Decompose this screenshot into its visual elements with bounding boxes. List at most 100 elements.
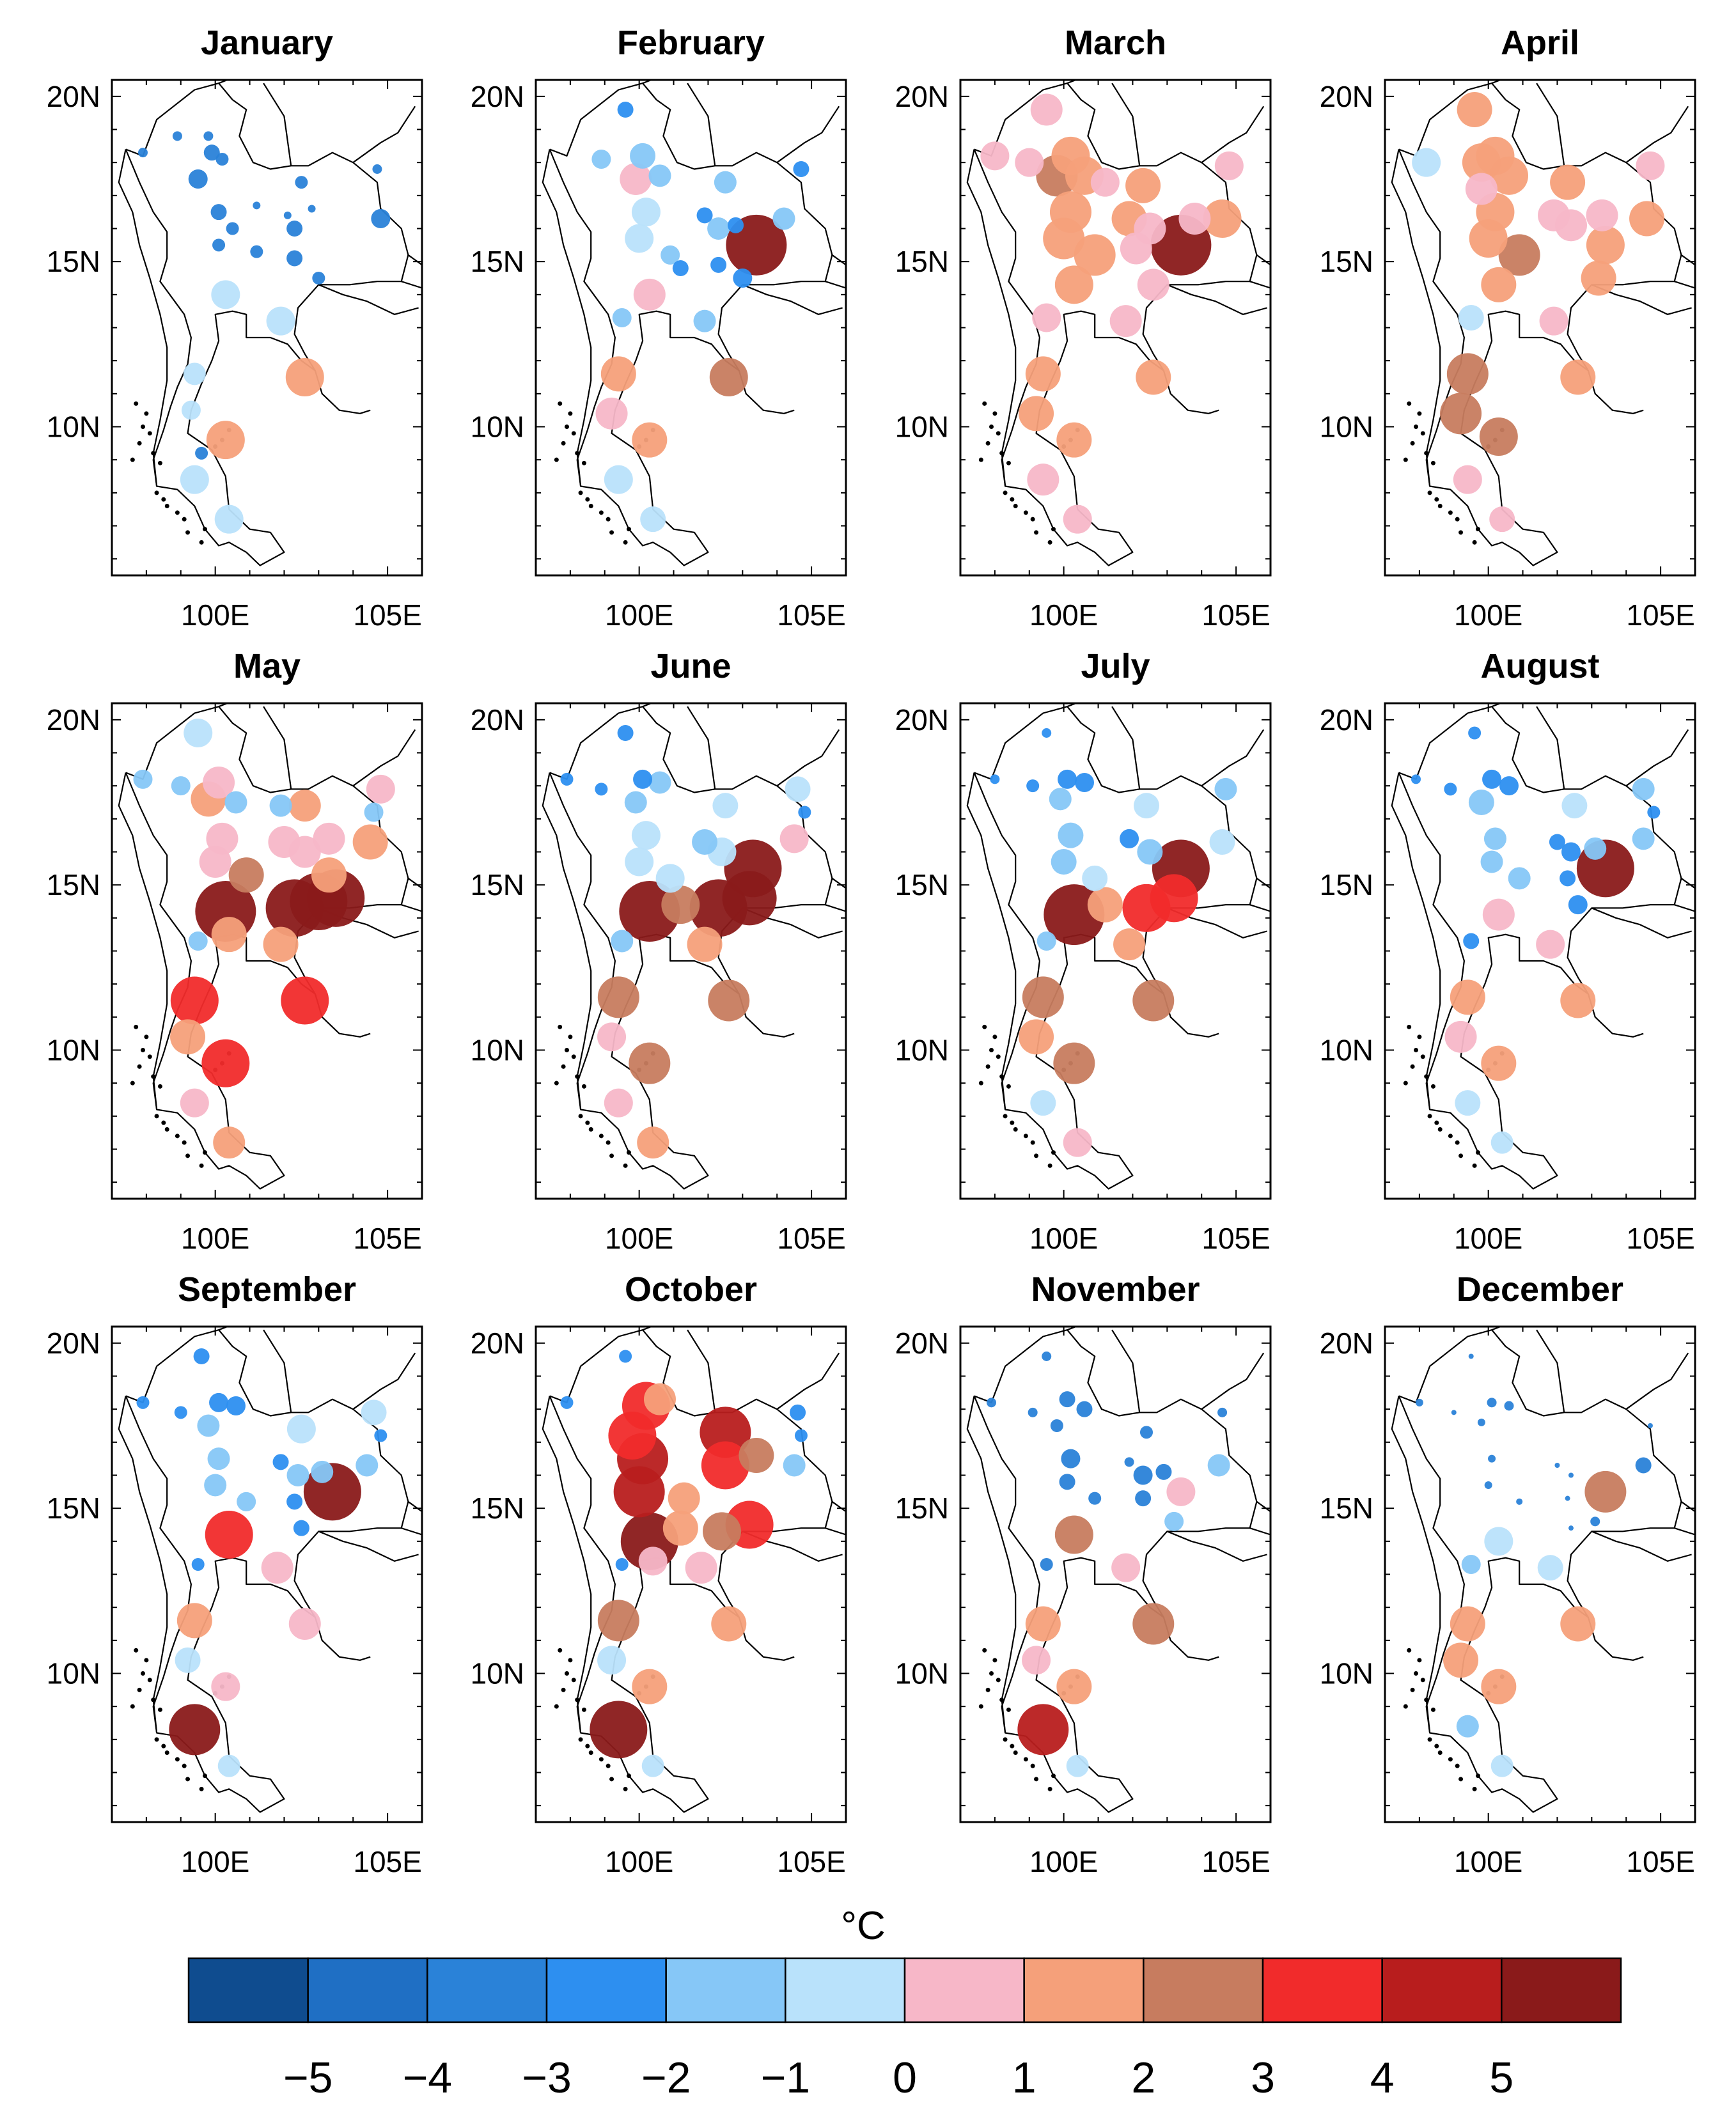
island-mark (565, 425, 569, 429)
map-panel-september: September 20N 15N 10N 100E 105E (47, 1270, 423, 1878)
panel-title: August (1481, 647, 1600, 685)
island-mark (164, 504, 169, 508)
station-marker (1209, 829, 1235, 855)
island-mark (1424, 1074, 1429, 1079)
island-mark (588, 1127, 593, 1132)
boundary-line (687, 82, 716, 166)
island-mark (1410, 1687, 1415, 1692)
station-marker (1499, 776, 1519, 796)
island-mark (1424, 451, 1429, 456)
island-mark (1047, 1786, 1052, 1791)
station-marker (728, 217, 744, 233)
lat-label: 20N (47, 80, 100, 113)
station-marker (1050, 1419, 1063, 1432)
boundary-line (1391, 149, 1441, 487)
boundary-line (542, 1396, 592, 1733)
island-mark (1006, 1084, 1011, 1089)
station-marker (283, 211, 292, 219)
station-marker (710, 256, 727, 273)
station-marker (1481, 1669, 1517, 1704)
station-marker (640, 506, 666, 533)
station-marker (1455, 1090, 1481, 1116)
boundary-line (1398, 706, 1682, 1190)
island-mark (137, 1687, 142, 1692)
station-marker (183, 362, 206, 386)
station-marker (1477, 1418, 1485, 1426)
station-marker (661, 245, 680, 265)
station-marker (637, 1126, 669, 1159)
island-mark (606, 1140, 611, 1145)
island-mark (1455, 1140, 1460, 1145)
station-marker (641, 1754, 664, 1777)
lat-label: 15N (895, 1492, 949, 1525)
lat-label: 20N (895, 80, 949, 113)
boundary-line (1166, 1531, 1267, 1562)
station-marker (1040, 1558, 1053, 1571)
lat-label: 20N (471, 1327, 524, 1360)
boundary-line (118, 1396, 168, 1733)
station-marker (181, 400, 201, 420)
boundary-line (1391, 772, 1441, 1110)
station-marker (1560, 359, 1596, 395)
colorbar-swatch (1501, 1957, 1622, 2023)
island-mark (164, 1127, 169, 1132)
station-marker (703, 1512, 741, 1551)
station-marker (1446, 353, 1489, 395)
island-mark (185, 530, 191, 535)
station-marker (1561, 793, 1588, 819)
island-mark (585, 1120, 590, 1125)
map-content (542, 703, 846, 1190)
boundary-line (1680, 877, 1695, 889)
boundary-line (407, 877, 422, 889)
boundary-line (1674, 281, 1695, 289)
island-mark (203, 1150, 207, 1155)
station-marker (980, 141, 1010, 171)
island-mark (627, 1773, 631, 1779)
station-marker (591, 150, 611, 169)
lat-label: 10N (895, 410, 949, 444)
station-marker (226, 222, 239, 235)
island-mark (1434, 1743, 1439, 1749)
station-marker (1483, 827, 1506, 850)
lat-label: 10N (47, 410, 100, 444)
island-mark (996, 431, 1001, 436)
island-mark (588, 504, 593, 508)
station-marker (1030, 93, 1063, 126)
station-marker (617, 102, 634, 118)
station-marker (191, 1558, 205, 1571)
station-marker (1537, 1555, 1563, 1581)
station-marker (1490, 1131, 1513, 1154)
map-panel-july: July 20N 15N 10N 100E 105E (895, 647, 1272, 1255)
station-marker (1133, 1465, 1153, 1485)
colorbar-tick-label: 1 (1012, 2053, 1036, 2102)
boundary-line (1398, 82, 1682, 566)
station-marker (237, 1492, 256, 1511)
station-marker (352, 824, 388, 860)
island-mark (137, 440, 142, 446)
station-marker (1488, 1454, 1496, 1463)
island-mark (992, 1034, 997, 1040)
station-marker (1550, 164, 1586, 200)
station-marker (224, 791, 247, 814)
station-marker (1075, 773, 1094, 792)
map-background (536, 80, 846, 575)
station-marker (633, 278, 666, 311)
station-marker (311, 857, 347, 893)
boundary-line (407, 1500, 422, 1513)
station-marker (1059, 1474, 1075, 1490)
lon-label: 100E (1454, 598, 1522, 632)
station-marker (206, 421, 245, 460)
station-marker (207, 1447, 230, 1470)
lon-label: 100E (1029, 1845, 1098, 1878)
colorbar-tick-label: −3 (522, 2053, 572, 2102)
station-marker (1178, 203, 1211, 235)
island-mark (161, 497, 166, 502)
lat-label: 15N (471, 245, 524, 278)
station-marker (1120, 232, 1152, 265)
lat-label: 10N (471, 1657, 524, 1690)
station-marker (1516, 1498, 1523, 1505)
boundary-line (1256, 254, 1271, 266)
island-mark (199, 1163, 204, 1168)
station-marker (195, 446, 208, 460)
island-mark (154, 1114, 159, 1119)
